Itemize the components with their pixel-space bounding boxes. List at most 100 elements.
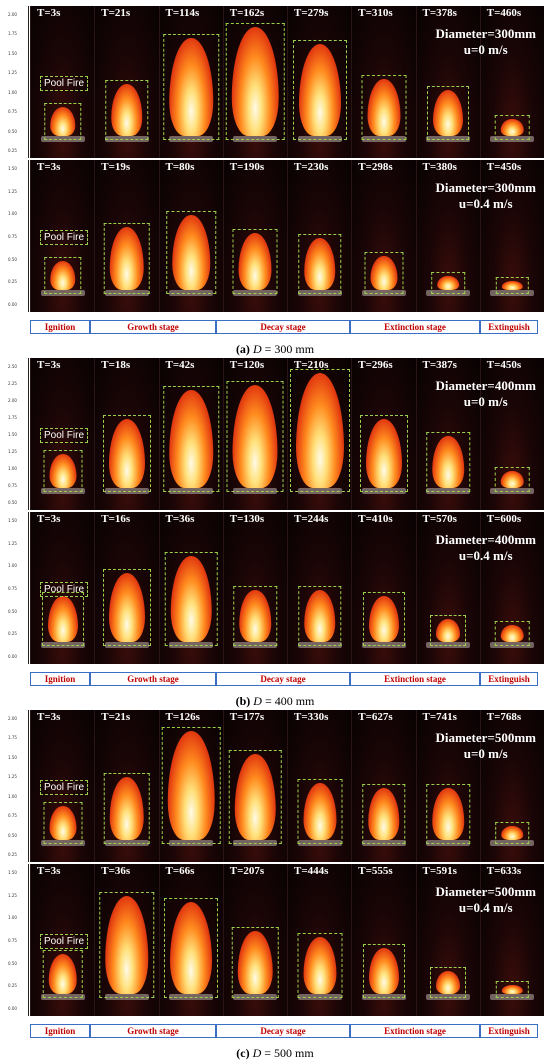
flame-bounding-box xyxy=(229,749,282,844)
axis-line xyxy=(28,512,29,664)
axis-tick-label: 0.75 xyxy=(8,586,17,591)
axis-tick-label: 0.50 xyxy=(8,960,17,966)
axis-tick-label: 0.75 xyxy=(8,234,17,239)
condition-label: Diameter=400mm u=0.4 m/s xyxy=(435,532,536,564)
stage-label: Ignition xyxy=(30,1024,90,1038)
axis-tick-label: 0.25 xyxy=(8,983,17,989)
axis-tick-label: 1.00 xyxy=(8,563,17,569)
fire-photo: T=591s xyxy=(415,864,480,1016)
time-label: T=591s xyxy=(422,865,457,877)
flame xyxy=(111,84,143,136)
flame xyxy=(303,782,337,840)
fire-photo: T=570s xyxy=(415,512,480,664)
flame-bounding-box xyxy=(99,892,155,998)
flame-bounding-box xyxy=(361,74,407,140)
flame-bounding-box xyxy=(42,949,83,998)
time-label: T=42s xyxy=(165,359,195,371)
flame xyxy=(108,419,145,488)
flame xyxy=(48,953,77,994)
time-label: T=768s xyxy=(486,711,522,723)
flame xyxy=(239,590,272,642)
flame xyxy=(368,788,400,840)
fire-photo: T=126s xyxy=(158,710,223,862)
flame xyxy=(49,107,76,136)
fire-photo: T=21s xyxy=(94,6,159,158)
axis-tick-label: 2.50 xyxy=(8,364,17,369)
axis-tick-label: 1.00 xyxy=(8,89,17,95)
flame-bounding-box xyxy=(226,22,285,140)
axis-tick-label: 2.00 xyxy=(8,12,17,17)
burner-pan xyxy=(361,840,406,846)
burner-pan xyxy=(104,136,149,142)
axis-tick-label: 1.25 xyxy=(8,774,17,780)
stage-label: Ignition xyxy=(30,320,90,334)
flame xyxy=(436,619,461,642)
time-label: T=741s xyxy=(422,711,457,723)
flame xyxy=(295,373,344,488)
pool-fire-label: Pool Fire xyxy=(40,76,89,91)
time-label: T=207s xyxy=(229,865,265,877)
stage-bar: Ignition Growth stage Decay stage Extinctio… xyxy=(30,320,538,334)
condition-line: Diameter=300mm xyxy=(435,26,536,41)
fire-photo: T=21s xyxy=(94,710,159,862)
axis-line xyxy=(28,6,29,158)
flame xyxy=(432,436,464,488)
burner-pan xyxy=(297,994,342,1000)
burner-pan xyxy=(169,488,214,494)
time-label: T=279s xyxy=(294,7,329,19)
burner-pan xyxy=(169,136,214,142)
time-label: T=130s xyxy=(229,513,265,525)
fire-photo: T=230s xyxy=(287,160,352,312)
fire-photo: T=410s xyxy=(351,512,416,664)
axis-tick-label: 0.25 xyxy=(8,279,17,285)
burner-pan xyxy=(233,642,278,648)
axis-tick-label: 0.00 xyxy=(8,302,17,307)
flame xyxy=(437,276,459,290)
condition-line: u=0 m/s xyxy=(463,42,508,57)
condition-label: Diameter=300mm u=0 m/s xyxy=(435,26,536,58)
time-label: T=18s xyxy=(101,359,131,371)
height-axis: 1.50 1.25 1.00 0.75 0.50 0.25 0.00 xyxy=(6,864,30,1016)
stage-label: Growth stage xyxy=(90,672,216,686)
condition-label: Diameter=400mm u=0 m/s xyxy=(435,378,536,410)
fire-photo: T=210s xyxy=(287,358,352,510)
time-label: T=162s xyxy=(229,7,265,19)
flame xyxy=(232,384,278,488)
pool-fire-label: Pool Fire xyxy=(40,230,89,245)
fire-photo: T=298s xyxy=(351,160,416,312)
burner-pan xyxy=(297,840,342,846)
photo-frames: T=3s T=36s T=66s T=207s T=444s T=555s T=591s T=… xyxy=(30,864,544,1016)
pool-fire-label: Pool Fire xyxy=(40,582,89,597)
flame xyxy=(169,390,213,488)
flame xyxy=(502,984,523,994)
time-label: T=627s xyxy=(358,711,393,723)
flame xyxy=(368,596,399,642)
flame xyxy=(433,90,464,136)
condition-label: Diameter=300mm u=0.4 m/s xyxy=(435,180,536,212)
condition-line: Diameter=500mm xyxy=(435,730,536,745)
flame xyxy=(432,788,464,840)
axis-tick-label: 0.75 xyxy=(8,483,17,488)
height-axis: 2.00 1.75 1.50 1.25 1.00 0.75 0.50 0.25 xyxy=(6,710,30,862)
fire-photo: T=600s xyxy=(479,512,544,664)
flame xyxy=(303,590,336,642)
condition-line: u=0.4 m/s xyxy=(458,900,513,915)
flame-bounding-box xyxy=(102,569,151,646)
axis-tick-label: 0.00 xyxy=(8,654,17,659)
flame xyxy=(298,44,341,136)
stage-label: Decay stage xyxy=(216,1024,350,1038)
flame-bounding-box xyxy=(289,369,350,492)
flame-bounding-box xyxy=(166,211,216,294)
axis-tick-label: 1.25 xyxy=(8,449,17,454)
condition-line: Diameter=500mm xyxy=(435,884,536,899)
stage-label: Growth stage xyxy=(90,1024,216,1038)
caption-variable: D xyxy=(253,694,265,708)
time-label: T=450s xyxy=(486,161,522,173)
time-label: T=36s xyxy=(165,513,195,525)
flame-bounding-box xyxy=(43,103,82,140)
time-label: T=570s xyxy=(422,513,457,525)
axis-tick-label: 0.50 xyxy=(8,256,17,262)
fire-photo: T=330s xyxy=(287,710,352,862)
flame xyxy=(501,118,524,136)
burner-pan xyxy=(233,290,278,296)
